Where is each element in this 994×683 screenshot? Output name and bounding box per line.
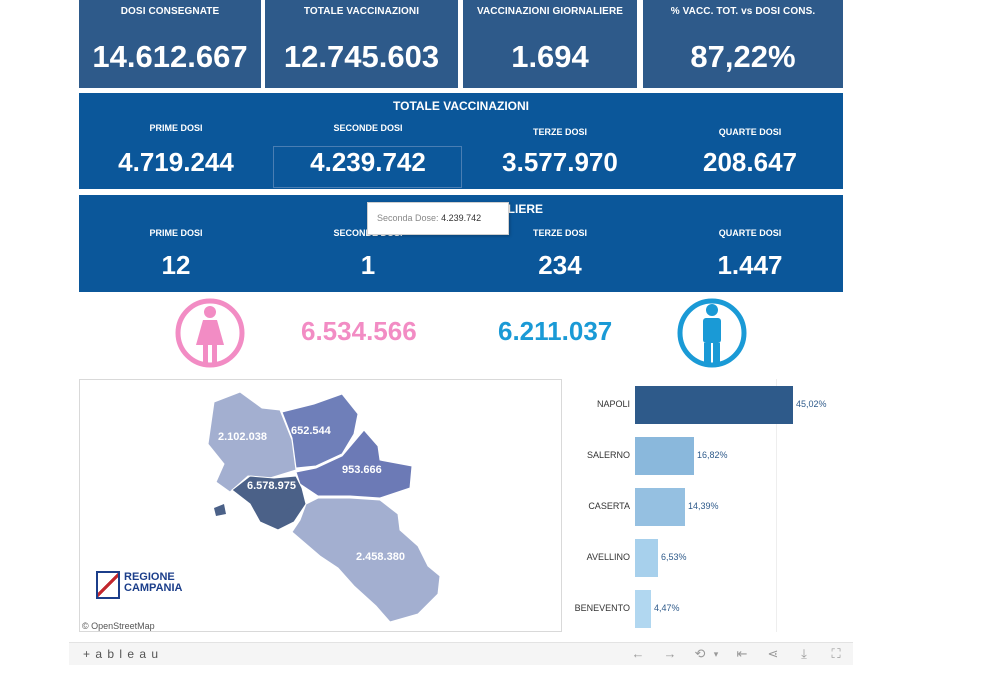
col-value: 1.447 <box>717 250 783 280</box>
bar-value-label: 16,82% <box>697 450 728 460</box>
kpi-percent-vacc[interactable]: % VACC. TOT. vs DOSI CONS. 87,22% <box>643 0 843 88</box>
col-terze-dosi-giorn[interactable]: TERZE DOSI 234 <box>465 228 655 281</box>
col-value: 3.577.970 <box>502 147 618 177</box>
col-quarte-dosi-giorn[interactable]: QUARTE DOSI 1.447 <box>655 228 845 281</box>
hover-tooltip: Seconda Dose: 4.239.742 <box>367 202 509 235</box>
col-terze-dosi[interactable]: TERZE DOSI 3.577.970 <box>465 127 655 178</box>
kpi-value: 1.694 <box>511 39 589 74</box>
island-capri <box>286 506 298 518</box>
map-label-caserta: 2.102.038 <box>218 431 267 443</box>
kpi-dosi-consegnate[interactable]: DOSI CONSEGNATE 14.612.667 <box>79 0 261 88</box>
tooltip-value: 4.239.742 <box>441 213 482 223</box>
col-value: 12 <box>161 250 191 280</box>
female-total: 6.534.566 <box>301 316 417 346</box>
tableau-logo[interactable]: + a b l e a u <box>83 647 160 661</box>
fullscreen-icon[interactable]: ⛶ <box>831 646 841 661</box>
undo-icon[interactable]: ← <box>631 646 645 661</box>
bar-napoli[interactable] <box>635 386 793 424</box>
col-label: SECONDE DOSI <box>333 123 403 133</box>
revert-icon[interactable]: ⟲ <box>694 646 706 661</box>
col-seconde-dosi-giorn[interactable]: SECONDE DOSI 1 <box>273 228 463 281</box>
kpi-label: TOTALE VACCINAZIONI <box>303 6 420 17</box>
bar-caserta[interactable] <box>635 488 685 526</box>
bar-category-label: CASERTA <box>588 501 630 511</box>
col-prime-dosi-giorn[interactable]: PRIME DOSI 12 <box>81 228 271 281</box>
tableau-toolbar: + a b l e a u ← → ⟲ ▾ ⇤ ⋖ ⤓ ⛶ <box>69 642 853 665</box>
map-label-benevento: 652.544 <box>291 425 331 437</box>
male-total: 6.211.037 <box>498 316 613 346</box>
totale-vaccinazioni-panel: TOTALE VACCINAZIONI PRIME DOSI 4.719.244… <box>79 93 843 189</box>
bar-avellino[interactable] <box>635 539 658 577</box>
island-ischia <box>214 504 226 516</box>
download-icon[interactable]: ⤓ <box>801 646 807 661</box>
col-label: PRIME DOSI <box>149 228 203 238</box>
col-value: 208.647 <box>703 147 797 177</box>
kpi-totale-vaccinazioni[interactable]: TOTALE VACCINAZIONI 12.745.603 <box>265 0 458 88</box>
panel-title: TOTALE VACCINAZIONI <box>393 99 529 113</box>
male-icon <box>677 298 747 368</box>
map-attribution[interactable]: © OpenStreetMap <box>82 621 155 631</box>
province-benevento <box>281 393 359 469</box>
dropdown-caret-icon[interactable]: ▾ <box>713 649 719 659</box>
bar-category-label: NAPOLI <box>596 399 630 409</box>
bar-value-label: 4,47% <box>654 603 680 613</box>
col-label: PRIME DOSI <box>149 123 203 133</box>
bar-value-label: 45,02% <box>796 399 827 409</box>
bar-benevento[interactable] <box>635 590 651 628</box>
col-value: 4.719.244 <box>118 147 234 177</box>
map-label-salerno: 2.458.380 <box>356 551 405 563</box>
kpi-value: 12.745.603 <box>283 39 440 74</box>
bar-category-label: SALERNO <box>586 450 630 460</box>
tooltip-label: Seconda Dose: <box>377 213 439 223</box>
col-label: TERZE DOSI <box>532 228 587 238</box>
bar-category-label: BENEVENTO <box>574 603 630 613</box>
redo-icon[interactable]: → <box>663 646 677 661</box>
bar-gridline <box>776 379 777 632</box>
col-value: 234 <box>538 250 582 280</box>
col-value: 1 <box>360 250 376 280</box>
col-quarte-dosi[interactable]: QUARTE DOSI 208.647 <box>655 127 845 178</box>
col-seconde-dosi[interactable]: SECONDE DOSI 4.239.742 <box>273 123 463 178</box>
col-label: QUARTE DOSI <box>718 228 782 238</box>
province-salerno <box>291 497 441 623</box>
col-value: 4.239.742 <box>310 147 426 177</box>
province-avellino <box>295 429 413 499</box>
logo-emblem <box>96 571 120 599</box>
kpi-label: VACCINAZIONI GIORNALIERE <box>476 6 624 17</box>
reset-icon[interactable]: ⇤ <box>736 646 748 661</box>
map-label-avellino: 953.666 <box>342 464 382 476</box>
col-prime-dosi[interactable]: PRIME DOSI 4.719.244 <box>81 123 271 178</box>
bar-value-label: 6,53% <box>661 552 687 562</box>
panel-title: ALIERE <box>499 202 544 216</box>
col-label: TERZE DOSI <box>532 127 587 137</box>
kpi-label: % VACC. TOT. vs DOSI CONS. <box>670 6 816 17</box>
campania-map[interactable]: 2.102.038 652.544 953.666 6.578.975 2.45… <box>79 379 562 632</box>
province-bar-chart: NAPOLI 45,02% SALERNO 16,82% CASERTA 14,39% AV… <box>565 379 845 632</box>
bar-salerno[interactable] <box>635 437 694 475</box>
logo-line2: CAMPANIA <box>124 582 183 594</box>
col-label: QUARTE DOSI <box>718 127 782 137</box>
kpi-label: DOSI CONSEGNATE <box>120 6 220 17</box>
kpi-value: 14.612.667 <box>92 39 248 74</box>
female-icon <box>175 298 245 368</box>
kpi-vaccinazioni-giornaliere[interactable]: VACCINAZIONI GIORNALIERE 1.694 <box>463 0 637 88</box>
selected-cell-highlight <box>273 146 462 188</box>
share-icon[interactable]: ⋖ <box>767 646 779 661</box>
kpi-value: 87,22% <box>690 39 796 74</box>
map-label-napoli: 6.578.975 <box>247 480 296 492</box>
bar-category-label: AVELLINO <box>586 552 630 562</box>
logo-line1: REGIONE <box>124 571 175 583</box>
bar-value-label: 14,39% <box>688 501 719 511</box>
